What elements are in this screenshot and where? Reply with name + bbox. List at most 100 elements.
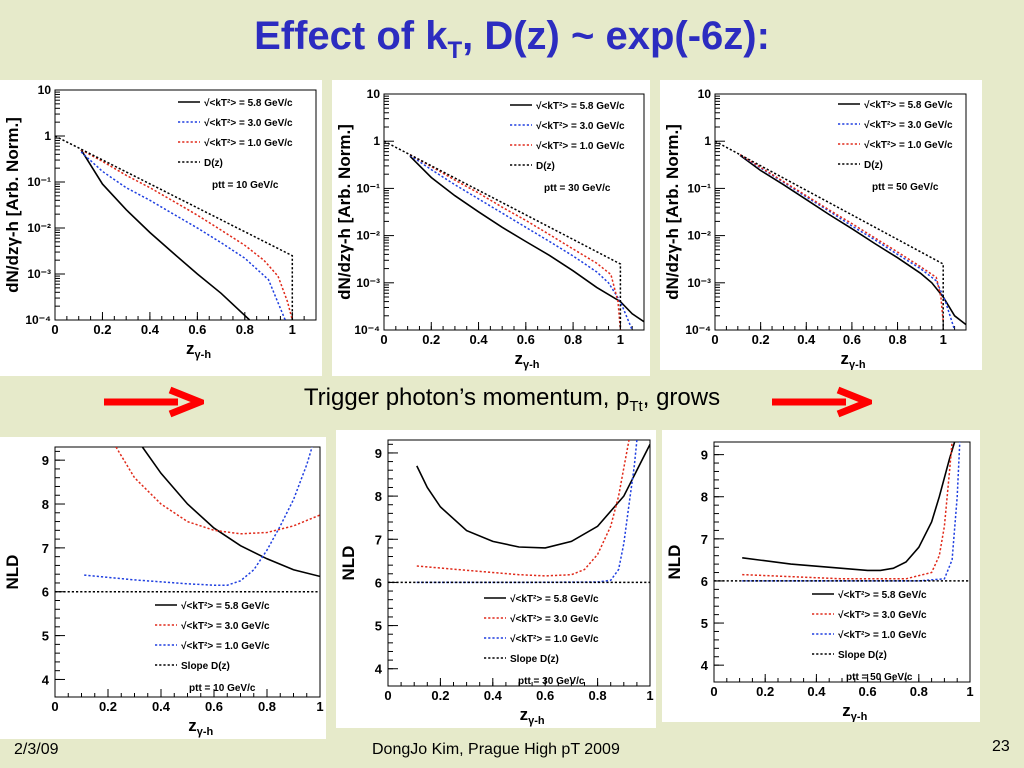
title-rest: , D(z) ~ exp(-6z): (462, 14, 770, 58)
legend-entry: √<kT²> = 3.0 GeV/c (181, 621, 270, 632)
series-line (416, 440, 630, 577)
legend-entry: √<kT²> = 3.0 GeV/c (510, 614, 599, 625)
legend-entry: √<kT²> = 5.8 GeV/c (864, 100, 953, 111)
ptt-label: ptt = 10 GeV/c (212, 180, 279, 191)
legend-entry: Slope D(z) (181, 661, 230, 672)
series-line (715, 140, 944, 330)
x-tick-label: 0.8 (889, 332, 907, 347)
legend-entry: √<kT²> = 3.0 GeV/c (838, 610, 927, 621)
footer-date: 2/3/09 (14, 741, 59, 758)
y-tick-label: 8 (701, 490, 708, 505)
legend-entry: √<kT²> = 5.8 GeV/c (510, 594, 599, 605)
legend-entry: D(z) (536, 161, 555, 172)
x-tick-label: 0 (51, 699, 58, 714)
x-tick-label: 1 (646, 688, 653, 703)
right-arrow-icon-left (104, 386, 204, 418)
ptt-label: ptt = 50 GeV/c (872, 182, 939, 193)
y-axis-label: NLD (3, 555, 22, 590)
y-axis-label: NLD (665, 545, 684, 580)
y-tick-label: 6 (375, 575, 382, 590)
x-tick-label: 0.6 (536, 688, 554, 703)
y-tick-label: 9 (375, 446, 382, 461)
y-tick-label: 1 (373, 134, 380, 148)
y-axis-label: dN/dzγ-h [Arb. Norm.] (663, 124, 682, 300)
footer-center: DongJo Kim, Prague High pT 2009 (372, 741, 620, 758)
y-tick-label: 10⁻³ (27, 267, 51, 281)
x-tick-label: 0.6 (205, 699, 223, 714)
y-tick-label: 5 (701, 616, 708, 631)
legend-entry: Slope D(z) (510, 654, 559, 665)
series-line (80, 151, 286, 320)
series-line (409, 153, 622, 330)
x-tick-label: 0.6 (859, 684, 877, 699)
series-line (141, 447, 320, 578)
series-line (742, 442, 953, 580)
legend-entry: √<kT²> = 5.8 GeV/c (536, 101, 625, 112)
series-line (416, 443, 650, 549)
chart-panel-dndz-ptt30: 0 0.2 0.4 0.6 0.8 1 10⁻⁴ 10⁻³ 10⁻² 10⁻¹ 1 10 zγ-h dN/… (332, 80, 650, 376)
x-tick-label: 0.2 (756, 684, 774, 699)
y-tick-label: 10⁻² (687, 229, 711, 243)
chart-panel-nld-ptt30: 0 0.2 0.4 0.6 0.8 1 4 5 6 7 8 9 zγ-h NLD √<kT²> = 5.8 … (336, 430, 656, 728)
chart-dndz-ptt10: 0 0.2 0.4 0.6 0.8 1 10⁻⁴ 10⁻³ 10⁻² 10⁻¹ 1 10 zγ-h dN/… (3, 83, 317, 361)
y-tick-label: 9 (42, 453, 49, 468)
y-tick-label: 1 (44, 129, 51, 143)
x-tick-label: 0 (710, 684, 717, 699)
y-tick-label: 10⁻³ (356, 276, 380, 290)
ptt-label: ptt = 30 GeV/c (544, 183, 611, 194)
chart-panel-nld-ptt10: 0 0.2 0.4 0.6 0.8 1 4 5 6 7 8 9 zγ-h NLD √<kT²> = 5.8 … (0, 437, 326, 739)
legend-entry: √<kT²> = 1.0 GeV/c (838, 630, 927, 641)
x-axis-label: zγ-h (842, 701, 867, 722)
x-tick-label: 0 (380, 332, 387, 347)
y-tick-label: 8 (42, 497, 49, 512)
x-axis-label: zγ-h (515, 349, 540, 371)
legend-entry: √<kT²> = 5.8 GeV/c (181, 601, 270, 612)
y-tick-label: 6 (701, 574, 708, 589)
y-tick-label: 10⁻¹ (27, 175, 51, 189)
series-line (84, 447, 313, 586)
x-tick-label: 0.8 (258, 699, 276, 714)
legend-entry: √<kT²> = 1.0 GeV/c (181, 641, 270, 652)
series-line (55, 135, 294, 320)
chart-panel-dndz-ptt10: 0 0.2 0.4 0.6 0.8 1 10⁻⁴ 10⁻³ 10⁻² 10⁻¹ 1 10 zγ-h dN/… (0, 80, 322, 376)
legend-entry: √<kT²> = 1.0 GeV/c (204, 138, 293, 149)
legend-entry: D(z) (204, 158, 223, 169)
series-line (384, 140, 622, 330)
y-tick-label: 10 (38, 83, 52, 97)
y-tick-label: 4 (375, 662, 383, 677)
y-tick-label: 10 (698, 87, 712, 101)
x-tick-label: 0.6 (517, 332, 535, 347)
x-tick-label: 0.4 (470, 332, 489, 347)
ptt-label: ptt = 10 GeV/c (189, 683, 256, 694)
x-axis-label: zγ-h (841, 349, 866, 370)
chart-panel-dndz-ptt50: 0 0.2 0.4 0.6 0.8 1 10⁻⁴ 10⁻³ 10⁻² 10⁻¹ 1 10 zγ-h dN/… (660, 80, 982, 370)
y-tick-label: 10⁻² (356, 229, 380, 243)
y-tick-label: 10⁻¹ (687, 181, 711, 195)
y-tick-label: 7 (701, 532, 708, 547)
series-line (409, 155, 644, 323)
series-line (409, 154, 633, 330)
ptt-label: ptt = 30 GeV/c (518, 676, 585, 687)
y-tick-label: 7 (375, 532, 382, 547)
x-tick-label: 0 (51, 322, 58, 337)
caption-rest: , grows (642, 384, 721, 411)
x-tick-label: 0.2 (93, 322, 111, 337)
x-tick-label: 0.4 (484, 688, 503, 703)
x-tick-label: 0.2 (99, 699, 117, 714)
plot-frame (713, 441, 971, 683)
y-tick-label: 5 (42, 629, 49, 644)
chart-dndz-ptt50: 0 0.2 0.4 0.6 0.8 1 10⁻⁴ 10⁻³ 10⁻² 10⁻¹ 1 10 zγ-h dN/… (663, 87, 967, 370)
legend-entry: √<kT²> = 1.0 GeV/c (536, 141, 625, 152)
x-tick-label: 0.4 (797, 332, 816, 347)
title-subscript: T (447, 37, 463, 64)
y-tick-label: 10⁻² (27, 221, 51, 235)
page-number: 23 (992, 738, 1010, 755)
series-line (80, 149, 294, 320)
legend-entry: D(z) (864, 160, 883, 171)
x-tick-label: 0.8 (589, 688, 607, 703)
legend-entry: √<kT²> = 3.0 GeV/c (864, 120, 953, 131)
x-tick-label: 0.2 (431, 688, 449, 703)
y-tick-label: 1 (704, 134, 711, 148)
plot-frame (54, 446, 321, 698)
caption: Trigger photon’s momentum, pTt, grows (0, 384, 1024, 415)
